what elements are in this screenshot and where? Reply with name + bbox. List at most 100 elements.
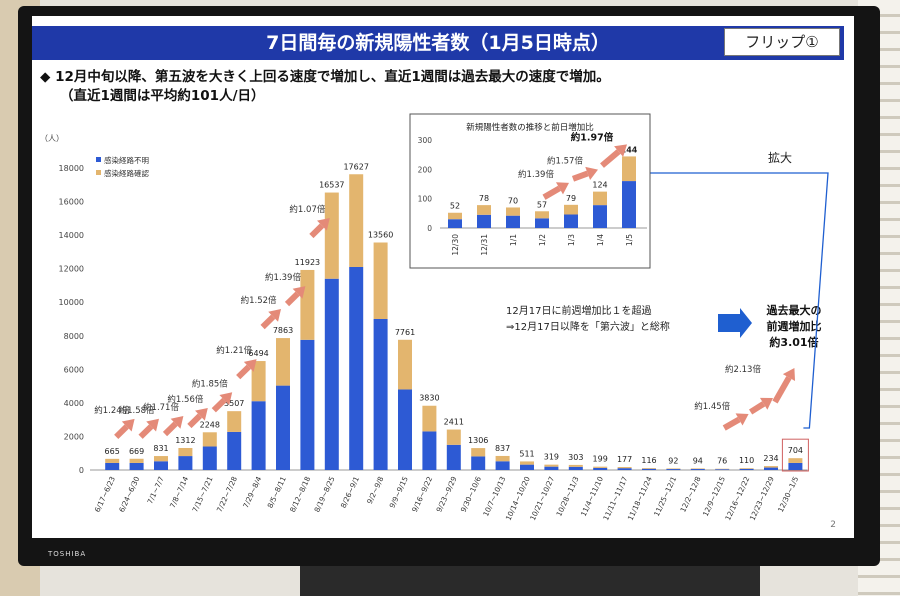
bar-unknown: [178, 456, 193, 470]
inset-bar-confirmed: [622, 156, 636, 182]
weekly-cases-chart: （人）0200040006000800010000120001400016000…: [40, 113, 829, 522]
bar-total-label: 2411: [444, 418, 464, 427]
bar-confirmed: [349, 174, 364, 267]
bar-total-label: 704: [788, 446, 803, 455]
growth-arrow-head: [195, 407, 208, 421]
callout-line2: 前週増加比: [767, 319, 822, 333]
bar-total-label: 16537: [319, 181, 344, 190]
growth-ratio-label: 約1.24倍: [94, 405, 130, 416]
inset-total-label: 244: [621, 145, 638, 154]
bar-unknown: [227, 431, 242, 470]
x-tick-label: 9/2~9/8: [365, 475, 386, 506]
bar-total-label: 3830: [419, 394, 439, 403]
bullet-icon: ◆: [40, 69, 51, 85]
bar-confirmed: [398, 339, 412, 390]
inset-x-tick-label: 1/1: [509, 234, 518, 246]
x-tick-label: 12/2~12/8: [678, 475, 703, 514]
growth-ratio-label: 約1.56倍: [167, 394, 203, 405]
recent-arrow-shaft: [722, 416, 741, 431]
y-tick-label: 18000: [59, 164, 84, 173]
growth-arrow-shaft: [138, 424, 154, 439]
growth-arrow-shaft: [187, 413, 203, 429]
bar-total-label: 303: [568, 453, 583, 462]
bar-confirmed: [154, 456, 168, 462]
inset-x-tick-label: 1/2: [538, 234, 547, 246]
bar-confirmed: [471, 448, 486, 457]
inset-total-label: 79: [566, 194, 576, 203]
bar-unknown: [446, 444, 461, 470]
x-tick-label: 9/30~10/6: [459, 475, 484, 514]
bar-total-label: 92: [668, 456, 678, 465]
bar-confirmed: [788, 458, 803, 463]
bar-total-label: 94: [693, 456, 703, 465]
bar-confirmed: [617, 467, 632, 469]
bar-confirmed: [105, 458, 120, 463]
growth-arrow-shaft: [114, 424, 129, 439]
page-number: 2: [830, 520, 836, 530]
y-tick-label: 16000: [59, 198, 84, 207]
inset-x-tick-label: 1/4: [596, 234, 605, 246]
growth-ratio-label: 約1.85倍: [192, 378, 228, 389]
inset-bar-confirmed: [564, 204, 578, 215]
bar-unknown: [593, 467, 608, 470]
bar-confirmed: [251, 361, 266, 402]
y-tick-label: 2000: [64, 432, 84, 441]
bar-unknown: [568, 466, 583, 470]
growth-arrow-head: [268, 309, 281, 322]
x-tick-label: 10/7~10/13: [481, 475, 507, 518]
bar-confirmed: [739, 468, 754, 469]
bar-total-label: 177: [617, 455, 632, 464]
bar-unknown: [715, 469, 730, 470]
bar-unknown: [202, 446, 217, 470]
legend-swatch-unknown: [96, 157, 101, 162]
growth-arrow-head: [170, 416, 184, 429]
inset-growth-arrow-head: [585, 166, 598, 180]
growth-ratio-label: 約1.07倍: [289, 204, 325, 215]
bar-total-label: 13560: [368, 230, 393, 239]
bar-total-label: 837: [495, 444, 510, 453]
bar-confirmed: [446, 429, 461, 445]
inset-bar-unknown: [477, 214, 491, 228]
bar-unknown: [666, 469, 681, 470]
recent-arrow-head: [782, 368, 796, 382]
bar-total-label: 7761: [395, 328, 415, 337]
x-tick-label: 11/11~11/17: [601, 475, 629, 522]
bar-total-label: 319: [544, 453, 559, 462]
bar-unknown: [251, 401, 266, 470]
inset-growth-arrow-shaft: [571, 170, 589, 182]
growth-arrow-shaft: [309, 223, 325, 239]
recent-arrow-head: [759, 397, 773, 410]
inset-frame: [409, 113, 651, 269]
x-tick-label: 12/30~1/5: [776, 475, 800, 514]
growth-arrow-shaft: [162, 421, 178, 437]
x-tick-label: 11/4~11/10: [579, 475, 605, 518]
bar-unknown: [617, 468, 632, 470]
recent-arrow-head: [735, 413, 749, 426]
bar-total-label: 1306: [468, 436, 488, 445]
bar-total-label: 76: [717, 457, 727, 466]
x-tick-label: 12/16~12/22: [723, 475, 751, 522]
bar-total-label: 2248: [200, 420, 220, 429]
inset-y-tick: 0: [427, 224, 432, 233]
inset-total-label: 70: [508, 196, 518, 205]
bar-unknown: [422, 431, 437, 470]
inset-x-tick-label: 12/31: [480, 234, 489, 256]
bar-total-label: 17627: [343, 162, 368, 171]
tv-stand: [300, 566, 760, 596]
subtitle-line1: 12月中旬以降、第五波を大きく上回る速度で増加し、直近1週間は過去最大の速度で増…: [55, 69, 610, 85]
bar-unknown: [520, 464, 534, 470]
recent-arrow-shaft: [749, 401, 766, 415]
growth-arrow-head: [219, 392, 233, 405]
bar-unknown: [788, 462, 803, 470]
bar-confirmed: [593, 466, 608, 468]
x-tick-label: 7/15~7/21: [190, 475, 214, 514]
inset-bar-unknown: [564, 214, 578, 228]
bar-unknown: [544, 466, 559, 470]
bar-total-label: 511: [519, 449, 534, 458]
x-tick-label: 10/14~10/20: [504, 475, 532, 522]
inset-bar-unknown: [535, 218, 549, 228]
bar-unknown: [690, 469, 705, 470]
inset-ratio-label: 約1.39倍: [518, 169, 554, 180]
inset-x-tick-label: 12/30: [451, 234, 460, 256]
bar-total-label: 669: [129, 447, 144, 456]
